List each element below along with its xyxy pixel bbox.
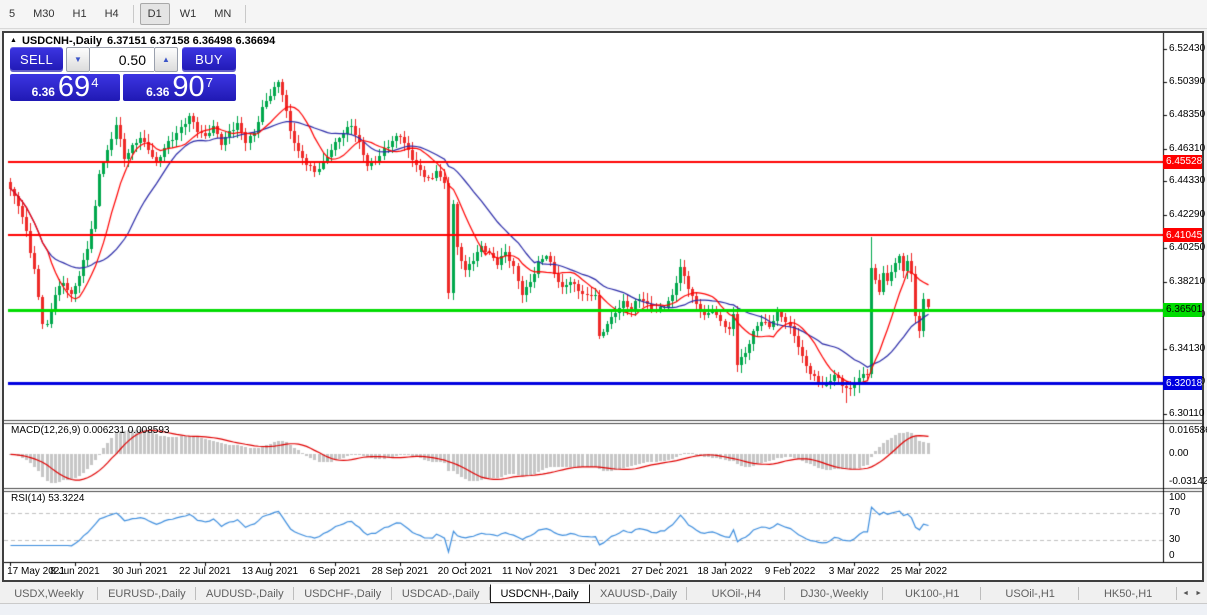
timeframe-button-m30[interactable]: M30 <box>33 8 55 20</box>
rsi-axis-tick: 100 <box>1169 492 1186 503</box>
date-axis-label: 22 Jul 2021 <box>179 566 231 577</box>
buy-button[interactable]: BUY <box>182 47 236 72</box>
buy-price[interactable]: 6.36 90 7 <box>123 71 236 103</box>
macd-axis-tick: 0.00 <box>1169 448 1189 459</box>
price-axis-tick: 6.30110 <box>1169 408 1205 420</box>
price-level-badge-6.45528: 6.45528 <box>1163 154 1202 169</box>
date-axis-label: 8 Jun 2021 <box>50 566 100 577</box>
chevron-up-icon: ▲ <box>162 55 170 64</box>
chart-window: ▲ USDCNH-,Daily 6.37151 6.37158 6.36498 … <box>2 31 1207 582</box>
price-chart-canvas[interactable] <box>4 33 1202 580</box>
collapse-triangle-icon[interactable]: ▲ <box>10 36 17 44</box>
sell-price-big: 69 <box>57 71 91 103</box>
price-axis-tick: 6.42290 <box>1169 208 1206 220</box>
date-axis-label: 6 Sep 2021 <box>309 566 361 577</box>
macd-axis-tick: 0.016586 <box>1169 425 1207 436</box>
date-axis-label: 27 Dec 2021 <box>631 566 689 577</box>
price-axis-tick: 6.44330 <box>1169 175 1206 187</box>
timeframe-button-d1[interactable]: D1 <box>139 3 170 25</box>
tab-usdcad-daily[interactable]: USDCAD-,Daily <box>392 584 490 603</box>
price-axis-tick: 6.34130 <box>1169 342 1206 354</box>
price-axis-tick: 6.40250 <box>1169 242 1206 254</box>
tab-scroll-right-icon[interactable]: ► <box>1195 590 1202 597</box>
chart-symbol-label: USDCNH-,Daily <box>21 35 103 47</box>
rsi-label: RSI(14) 53.3224 <box>11 493 85 504</box>
price-axis-tick: 6.46310 <box>1169 142 1206 154</box>
rsi-axis-tick: 70 <box>1169 506 1181 518</box>
toolbar-separator <box>245 5 247 23</box>
volume-increase-button[interactable]: ▲ <box>154 47 178 72</box>
chart-client-area: ▲ USDCNH-,Daily 6.37151 6.37158 6.36498 … <box>4 33 1207 580</box>
toolbar-separator <box>132 5 134 23</box>
date-axis-label: 3 Mar 2022 <box>828 566 880 577</box>
tab-scroll-arrows: ◄ ► <box>1177 584 1207 603</box>
tab-hk50-h1[interactable]: HK50-,H1 <box>1079 584 1177 603</box>
tab-audusd-daily[interactable]: AUDUSD-,Daily <box>196 584 294 603</box>
tab-usdchf-daily[interactable]: USDCHF-,Daily <box>294 584 392 603</box>
price-axis-tick: 6.38210 <box>1169 275 1206 287</box>
tab-usdcnh-daily[interactable]: USDCNH-,Daily <box>489 584 590 603</box>
chart-tab-bar: USDX,Weekly EURUSD-,Daily AUDUSD-,Daily USD… <box>0 584 1207 603</box>
price-axis-tick: 6.52430 <box>1169 42 1206 54</box>
tab-uk100-h1[interactable]: UK100-,H1 <box>883 584 982 603</box>
date-axis-label: 3 Dec 2021 <box>569 566 621 577</box>
timeframe-button-w1[interactable]: W1 <box>179 8 197 20</box>
chevron-down-icon: ▼ <box>74 55 82 64</box>
date-axis-label: 20 Oct 2021 <box>437 566 493 577</box>
macd-axis-tick: -0.03142 <box>1169 476 1207 487</box>
price-level-badge-6.41045: 6.41045 <box>1163 228 1202 243</box>
date-axis-label: 30 Jun 2021 <box>112 566 168 577</box>
date-axis-label: 25 Mar 2022 <box>890 566 948 577</box>
price-axis-tick: 6.50390 <box>1169 76 1206 87</box>
date-axis-label: 17 May 2021 <box>7 566 65 577</box>
date-axis-label: 13 Aug 2021 <box>241 566 299 577</box>
timeframe-toolbar: 5 M30 H1 H4 D1 W1 MN <box>0 0 1207 29</box>
sell-price-small: 6.36 <box>31 85 55 99</box>
timeframe-button-mn[interactable]: MN <box>214 8 232 20</box>
buy-price-small: 6.36 <box>146 85 170 99</box>
tab-dj30-weekly[interactable]: DJ30-,Weekly <box>785 584 884 603</box>
tab-eurusd-daily[interactable]: EURUSD-,Daily <box>98 584 196 603</box>
tab-usdx-weekly[interactable]: USDX,Weekly <box>0 584 98 603</box>
one-click-trading-panel: SELL ▼ ▲ BUY 6.36 69 4 6.36 90 7 <box>10 47 236 103</box>
chart-ohlc-quote: 6.37151 6.37158 6.36498 6.36694 <box>107 35 276 47</box>
sell-button[interactable]: SELL <box>10 47 63 72</box>
date-axis-label: 9 Feb 2022 <box>764 566 816 577</box>
rsi-axis-tick: 0 <box>1169 550 1175 561</box>
volume-decrease-button[interactable]: ▼ <box>66 47 90 72</box>
status-bar <box>0 603 1207 615</box>
sell-price-sup: 4 <box>91 75 99 90</box>
date-axis-label: 28 Sep 2021 <box>371 566 429 577</box>
timeframe-button-h1[interactable]: H1 <box>72 8 87 20</box>
date-axis-label: 11 Nov 2021 <box>502 566 558 577</box>
tab-xauusd-daily[interactable]: XAUUSD-,Daily <box>590 584 688 603</box>
price-level-badge-6.32018: 6.32018 <box>1163 376 1202 391</box>
rsi-axis-tick: 30 <box>1169 534 1181 546</box>
timeframe-button-h4[interactable]: H4 <box>104 8 119 20</box>
tab-ukoil-h4[interactable]: UKOil-,H4 <box>687 584 786 603</box>
timeframe-button-5[interactable]: 5 <box>9 8 16 20</box>
price-axis-tick: 6.48350 <box>1169 109 1206 121</box>
volume-input[interactable] <box>90 47 154 72</box>
tab-usoil-h1[interactable]: USOil-,H1 <box>981 584 1080 603</box>
price-level-badge-6.36501: 6.36501 <box>1163 302 1202 317</box>
macd-label: MACD(12,26,9) 0.006231 0.008593 <box>11 425 170 436</box>
sell-price[interactable]: 6.36 69 4 <box>10 71 120 103</box>
buy-price-big: 90 <box>172 71 205 103</box>
chart-title: ▲ USDCNH-,Daily 6.37151 6.37158 6.36498 … <box>10 35 275 47</box>
tab-scroll-left-icon[interactable]: ◄ <box>1182 590 1190 597</box>
date-axis-label: 18 Jan 2022 <box>697 566 753 577</box>
buy-price-sup: 7 <box>205 75 213 90</box>
